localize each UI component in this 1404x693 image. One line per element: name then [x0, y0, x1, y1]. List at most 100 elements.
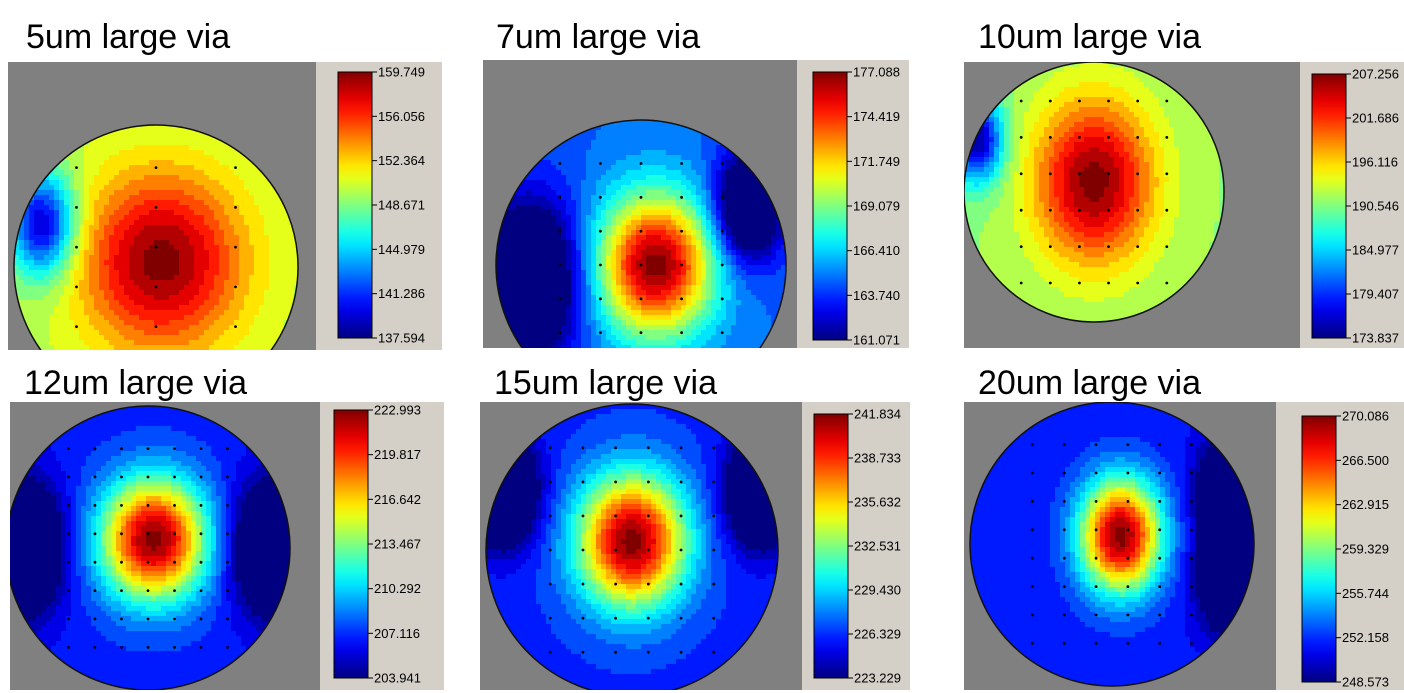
- colorbar-svg: 159.749 156.056 152.364 148.671 144.979 141.2…: [337, 65, 425, 346]
- measurement-point: [67, 560, 70, 564]
- colorbar-panel: 241.834 238.733 235.632 232.531 229.430 226.3…: [802, 402, 910, 690]
- measurement-point: [1031, 443, 1034, 446]
- colorbar-tick-label: 213.467: [374, 537, 421, 552]
- colorbar-svg: 177.088 174.419 171.749 169.079 166.410 163.7…: [812, 65, 900, 348]
- measurement-point: [712, 650, 716, 654]
- colorbar-tick-label: 241.834: [854, 407, 901, 422]
- measurement-point: [1190, 556, 1193, 560]
- measurement-point: [199, 560, 203, 564]
- measurement-sites: [1019, 99, 1169, 285]
- measurement-point: [1019, 99, 1023, 103]
- colorbar-tick-label: 137.594: [378, 331, 425, 346]
- measurement-point: [199, 475, 203, 479]
- colorbar-tick-label: 177.088: [853, 65, 900, 80]
- measurement-point: [1190, 642, 1193, 645]
- measurement-point: [199, 646, 203, 649]
- measurement-point: [599, 331, 602, 335]
- measurement-point: [173, 504, 176, 507]
- measurement-point: [1078, 99, 1081, 103]
- measurement-point: [558, 229, 562, 233]
- colorbar-gradient: [1301, 415, 1337, 683]
- measurement-point: [120, 447, 123, 450]
- measurement-point: [679, 548, 683, 552]
- colorbar-tick-label: 171.749: [853, 154, 900, 169]
- measurement-point: [581, 616, 585, 620]
- measurement-point: [173, 589, 176, 592]
- measurement-point: [146, 646, 150, 649]
- measurement-point: [120, 589, 123, 592]
- measurement-point: [1107, 99, 1110, 103]
- measurement-point: [646, 548, 650, 552]
- measurement-point: [67, 504, 70, 507]
- measurement-point: [558, 263, 562, 267]
- measurement-point: [548, 616, 552, 620]
- measurement-point: [712, 616, 716, 620]
- measurement-point: [67, 447, 70, 450]
- wafer-map-svg: [13, 124, 299, 350]
- measurement-point: [581, 582, 585, 586]
- measurement-point: [646, 616, 650, 620]
- measurement-point: [1136, 99, 1140, 103]
- measurement-point: [614, 514, 618, 518]
- measurement-point: [1062, 528, 1066, 532]
- measurement-point: [146, 560, 150, 564]
- wafer-map-svg: [485, 403, 779, 690]
- measurement-point: [1126, 556, 1130, 560]
- measurement-point: [1165, 172, 1169, 176]
- measurement-sites: [558, 162, 724, 335]
- measurement-point: [1094, 642, 1098, 645]
- measurement-point: [680, 195, 683, 199]
- measurement-point: [1158, 500, 1162, 503]
- colorbar-panel: 270.086 266.500 262.915 259.329 255.744 252.1…: [1276, 402, 1404, 690]
- colorbar-tick-label: 159.749: [378, 65, 425, 80]
- colorbar-gradient: [812, 71, 848, 341]
- measurement-point: [1062, 500, 1066, 503]
- colorbar-svg: 270.086 266.500 262.915 259.329 255.744 252.1…: [1301, 409, 1389, 690]
- colorbar-tick-label: 223.229: [854, 671, 901, 686]
- measurement-point: [1094, 471, 1098, 475]
- measurement-point: [93, 475, 97, 479]
- colorbar-tick-label: 156.056: [378, 109, 425, 124]
- measurement-point: [646, 514, 650, 518]
- measurement-point: [1190, 443, 1193, 446]
- measurement-point: [199, 504, 203, 507]
- measurement-point: [1094, 443, 1098, 446]
- wafer-outline: [485, 403, 779, 690]
- colorbar-tick-label: 161.071: [853, 333, 900, 348]
- colorbar-svg: 207.256 201.686 196.116 190.546 184.977 179.4…: [1311, 67, 1399, 346]
- measurement-point: [720, 229, 724, 233]
- measurement-point: [1048, 245, 1052, 249]
- measurement-point: [234, 205, 237, 209]
- colorbar-tick-label: 255.744: [1342, 586, 1389, 601]
- wafer-map-panel: [964, 402, 1276, 690]
- measurement-point: [93, 504, 97, 507]
- measurement-point: [75, 325, 78, 329]
- colorbar-tick-label: 219.817: [374, 447, 421, 462]
- measurement-point: [720, 297, 724, 301]
- measurement-point: [720, 263, 724, 267]
- heatmap-field: [14, 125, 298, 350]
- measurement-point: [639, 162, 643, 165]
- measurement-point: [173, 532, 176, 536]
- measurement-point: [1048, 281, 1052, 285]
- measurement-point: [67, 475, 70, 479]
- measurement-point: [646, 480, 650, 484]
- colorbar-tick-label: 201.686: [1352, 111, 1399, 126]
- measurement-point: [234, 245, 237, 249]
- measurement-point: [226, 504, 229, 507]
- measurement-point: [1031, 613, 1034, 617]
- measurement-point: [1048, 136, 1052, 139]
- measurement-point: [1062, 471, 1066, 475]
- measurement-point: [1136, 245, 1140, 249]
- measurement-point: [1094, 585, 1098, 588]
- measurement-point: [199, 447, 203, 450]
- colorbar-tick-label: 248.573: [1342, 675, 1389, 690]
- colorbar-tick-label: 144.979: [378, 242, 425, 257]
- measurement-point: [581, 480, 585, 484]
- measurement-point: [1031, 642, 1034, 645]
- measurement-sites: [75, 166, 237, 329]
- measurement-point: [1031, 528, 1034, 532]
- measurement-point: [639, 195, 643, 199]
- chart-title: 10um large via: [978, 18, 1202, 56]
- measurement-point: [120, 560, 123, 564]
